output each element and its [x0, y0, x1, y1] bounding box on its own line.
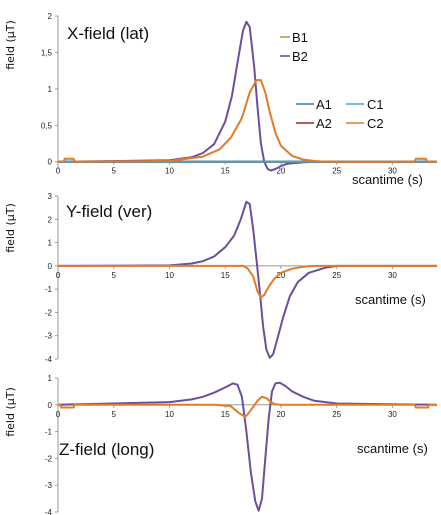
x-field-title: X-field (lat)	[67, 24, 149, 43]
z-field-y-tick-label: 1	[48, 374, 53, 383]
x-field-x-tick-label: 10	[165, 167, 174, 176]
y-field-y-tick-label: -4	[45, 355, 53, 364]
legend-label-b1: B1	[292, 30, 308, 45]
x-field-y-tick-label: 0,5	[41, 121, 53, 130]
z-field-panel: field (μT) Z-field (long) scantime (s) 1…	[4, 374, 438, 515]
x-field-x-tick-label: 5	[112, 167, 117, 176]
x-field-y-tick-label: 1	[48, 85, 53, 94]
x-field-series-c2	[58, 79, 437, 163]
y-field-x-tick-label: 15	[221, 271, 230, 280]
y-field-y-axis-label: field (μT)	[4, 203, 17, 253]
z-field-title: Z-field (long)	[59, 440, 154, 459]
x-field-x-tick-label: 30	[388, 167, 397, 176]
y-field-y-tick-label: 2	[48, 215, 53, 224]
y-field-x-tick-label: 25	[332, 271, 341, 280]
z-field-y-tick-label: 0	[48, 401, 53, 410]
z-field-x-tick-label: 10	[165, 410, 174, 419]
y-field-y-tick-label: -1	[45, 285, 53, 294]
legend-label-b2: B2	[292, 49, 308, 64]
z-field-x-tick-label: 15	[221, 410, 230, 419]
legend-label-c1: C1	[367, 97, 384, 112]
legend-label-c2: C2	[367, 116, 384, 131]
z-field-x-tick-label: 30	[388, 410, 397, 419]
y-field-x-tick-label: 0	[56, 271, 61, 280]
y-field-y-tick-label: 1	[48, 239, 53, 248]
z-field-y-tick-label: -4	[45, 508, 53, 515]
z-field-x-tick-label: 25	[332, 410, 341, 419]
y-field-series-c2	[58, 264, 437, 299]
z-field-series-b2	[57, 381, 438, 512]
x-field-panel: field (μT) X-field (lat) scantime (s) B1…	[4, 12, 437, 187]
x-field-y-tick-label: 1,5	[41, 48, 53, 57]
legend-label-a1: A1	[316, 97, 332, 112]
y-field-x-axis-label: scantime (s)	[355, 292, 426, 307]
x-field-y-axis-label: field (μT)	[4, 20, 17, 70]
x-field-x-tick-label: 20	[276, 167, 285, 176]
y-field-y-tick-label: -2	[45, 308, 53, 317]
x-field-x-tick-label: 25	[332, 167, 341, 176]
z-field-x-tick-label: 5	[112, 410, 117, 419]
y-field-x-tick-label: 10	[165, 271, 174, 280]
z-field-series-c2	[58, 395, 437, 418]
z-field-x-tick-label: 0	[56, 410, 61, 419]
y-field-y-tick-label: 3	[48, 192, 53, 201]
x-field-x-tick-label: 0	[56, 167, 61, 176]
z-field-y-tick-label: -1	[45, 428, 53, 437]
y-field-x-tick-label: 20	[276, 271, 285, 280]
y-field-x-tick-label: 30	[388, 271, 397, 280]
x-field-y-tick-label: 0	[48, 158, 53, 167]
y-field-y-tick-label: -3	[45, 332, 53, 341]
z-field-y-axis-label: field (μT)	[4, 387, 17, 437]
z-field-x-tick-label: 20	[276, 410, 285, 419]
x-field-y-tick-label: 2	[48, 12, 53, 21]
y-field-title: Y-field (ver)	[66, 202, 152, 221]
y-field-series-b2	[57, 200, 437, 359]
x-field-legend: B1 B2 A1 C1 A2 C2	[280, 30, 384, 131]
z-field-y-tick-label: -3	[45, 481, 53, 490]
x-field-x-tick-label: 15	[221, 167, 230, 176]
y-field-x-tick-label: 5	[112, 271, 117, 280]
y-field-panel: field (μT) Y-field (ver) scantime (s) 3 2…	[4, 192, 437, 364]
legend-label-a2: A2	[316, 116, 332, 131]
y-field-y-tick-label: 0	[48, 262, 53, 271]
z-field-x-axis-label: scantime (s)	[357, 441, 428, 456]
x-field-x-axis-label: scantime (s)	[352, 172, 423, 187]
z-field-y-tick-label: -2	[45, 454, 53, 463]
